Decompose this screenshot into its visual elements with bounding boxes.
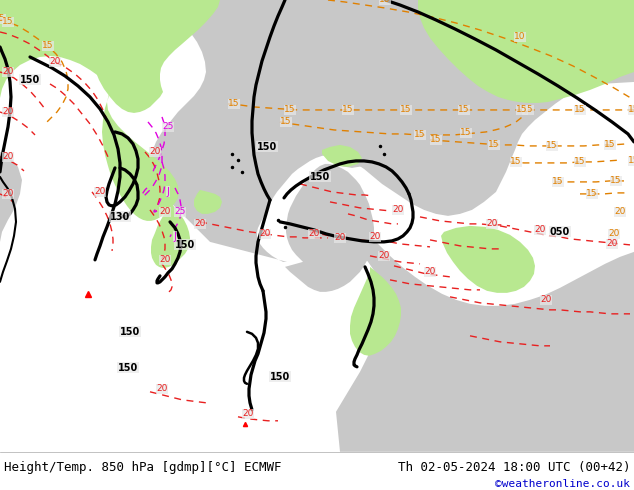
Text: 15: 15: [284, 105, 295, 115]
Text: J: J: [167, 187, 169, 197]
Text: 15: 15: [430, 135, 442, 145]
Text: 15: 15: [586, 190, 598, 198]
Text: 20: 20: [150, 147, 160, 156]
Text: ©weatheronline.co.uk: ©weatheronline.co.uk: [495, 479, 630, 490]
Text: 20: 20: [159, 255, 171, 265]
Text: 20: 20: [334, 233, 346, 243]
Text: 25: 25: [162, 122, 174, 131]
Text: 15: 15: [3, 18, 14, 26]
Text: 25: 25: [174, 207, 186, 217]
Text: 20: 20: [242, 409, 254, 418]
Text: 15: 15: [628, 156, 634, 166]
Text: 15: 15: [611, 176, 622, 185]
Text: 20: 20: [424, 268, 436, 276]
Text: Height/Temp. 850 hPa [gdmp][°C] ECMWF: Height/Temp. 850 hPa [gdmp][°C] ECMWF: [4, 461, 281, 473]
Text: 15: 15: [228, 99, 240, 108]
Text: 150: 150: [310, 172, 330, 182]
Text: 15: 15: [604, 141, 616, 149]
Text: 20: 20: [49, 57, 61, 67]
Text: 15: 15: [547, 142, 558, 150]
Text: 15: 15: [460, 128, 472, 137]
Text: 150: 150: [118, 363, 138, 373]
Text: 20: 20: [157, 384, 167, 393]
Text: 20: 20: [259, 229, 271, 239]
Text: 15: 15: [280, 118, 292, 126]
Text: 20: 20: [3, 152, 14, 161]
Text: 20: 20: [614, 207, 626, 217]
Text: 15: 15: [574, 105, 586, 115]
Text: 10: 10: [379, 0, 391, 4]
Text: 130: 130: [110, 212, 130, 222]
Text: 20: 20: [159, 207, 171, 217]
Text: 20: 20: [194, 220, 205, 228]
Text: 15: 15: [522, 105, 534, 115]
Text: 15: 15: [0, 15, 6, 24]
Text: 15: 15: [342, 105, 354, 115]
Text: 20: 20: [3, 190, 14, 198]
Text: 15: 15: [414, 130, 426, 140]
Text: 150: 150: [120, 327, 140, 337]
Text: 150: 150: [175, 240, 195, 250]
Text: 15: 15: [510, 157, 522, 167]
Text: Th 02-05-2024 18:00 UTC (00+42): Th 02-05-2024 18:00 UTC (00+42): [398, 461, 630, 473]
Text: 050: 050: [550, 227, 570, 237]
Text: 20: 20: [606, 240, 618, 248]
Text: 15: 15: [574, 157, 586, 167]
Text: 20: 20: [486, 220, 498, 228]
Text: 150: 150: [20, 75, 40, 85]
Text: 150: 150: [270, 372, 290, 382]
Text: 20: 20: [3, 68, 14, 76]
Text: 15: 15: [400, 105, 411, 115]
Text: 15: 15: [628, 105, 634, 115]
Text: 20: 20: [378, 251, 390, 260]
Text: 15: 15: [458, 105, 470, 115]
Text: 20: 20: [392, 205, 404, 215]
Text: 10: 10: [514, 32, 526, 42]
Text: 150: 150: [257, 142, 277, 152]
Text: 15: 15: [42, 42, 54, 50]
Text: 20: 20: [540, 295, 552, 304]
Text: 20: 20: [534, 225, 546, 234]
Text: 20: 20: [370, 232, 380, 242]
Text: 15: 15: [516, 105, 527, 115]
Text: 20: 20: [94, 187, 106, 196]
Text: J: J: [174, 232, 176, 242]
Text: 20: 20: [608, 229, 619, 239]
Text: 15: 15: [552, 177, 564, 186]
Text: 20: 20: [308, 229, 320, 239]
Text: 20: 20: [3, 107, 14, 117]
Text: 15: 15: [488, 141, 500, 149]
